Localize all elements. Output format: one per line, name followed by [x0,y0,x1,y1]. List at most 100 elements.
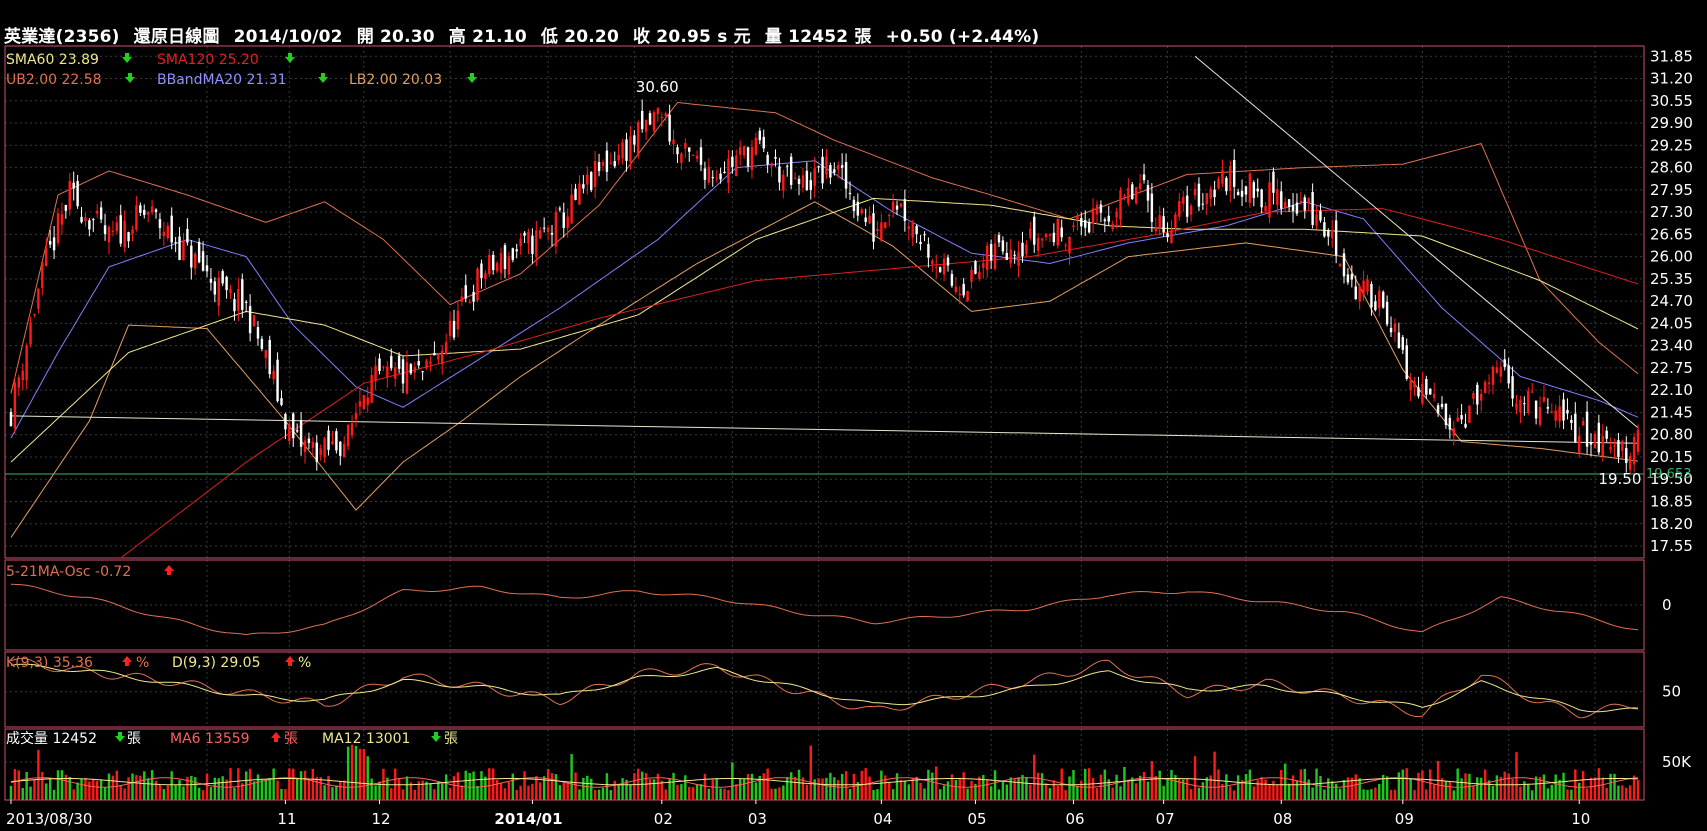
volume-bar-50 [205,773,209,800]
volume-bar-34 [143,771,146,800]
candle-body-77 [311,441,315,448]
candle-body-115 [460,296,464,302]
candle-body-327 [1291,205,1295,211]
upper-band-line [10,101,1639,394]
candle-body-349 [1378,290,1381,309]
volume-bar-325 [1283,763,1287,800]
candle-body-251 [993,243,997,269]
candle-body-266 [1052,232,1056,243]
volume-bar-341 [1346,777,1350,800]
volume-bar-316 [1248,769,1252,800]
volume-bar-337 [1331,781,1334,800]
volume-bar-415 [1636,780,1640,800]
candle-body-114 [456,310,460,330]
volume-bar-118 [472,771,475,800]
volume-bar-312 [1232,790,1236,800]
legend-k: K(9,3) 35.36 [6,655,93,671]
candle-body-322 [1272,171,1275,193]
volume-bar-200 [793,776,797,800]
candle-body-1 [13,382,17,429]
volume-bar-363 [1432,784,1436,800]
candle-body-412 [1625,448,1628,464]
volume-bar-185 [735,784,738,800]
candle-body-225 [891,201,895,211]
volume-bar-87 [350,744,354,800]
candle-body-249 [985,245,989,270]
candle-body-163 [648,113,652,125]
volume-bar-332 [1311,787,1314,800]
candle-body-141 [562,212,565,228]
price-tick-17: 20.80 [1650,426,1693,444]
candle-body-247 [978,271,981,279]
candle-body-92 [370,375,373,403]
volume-bar-306 [1209,775,1212,800]
x-label-0: 2013/08/30 [6,810,92,828]
candle-body-399 [1574,413,1577,442]
candle-body-230 [911,221,914,238]
candle-body-131 [523,232,526,236]
candle-body-4 [25,345,28,381]
candle-body-343 [1354,286,1357,300]
volume-bar-113 [452,776,456,800]
volume-bar-213 [844,771,848,800]
candle-body-289 [1142,174,1146,181]
candle-body-389 [1534,400,1538,419]
candle-body-205 [813,168,816,186]
volume-bar-183 [727,789,730,800]
candle-body-142 [566,216,569,228]
legend-arrows: % % 張 張 張 [115,53,477,747]
volume-bar-228 [903,781,907,800]
candle-body-346 [1366,279,1369,292]
candlesticks [9,99,1640,474]
candle-body-152 [605,150,609,172]
candle-body-202 [801,175,805,188]
volume-bar-205 [813,779,816,800]
volume-bar-411 [1621,785,1624,800]
volume-bar-309 [1221,783,1224,800]
candle-body-201 [797,178,801,185]
volume-bar-96 [386,777,389,800]
volume-bar-253 [1001,780,1005,800]
volume-bar-129 [515,789,518,800]
volume-bar-107 [429,783,432,800]
candle-body-24 [103,225,107,235]
candle-body-259 [1025,244,1028,254]
price-overlay-lines [5,55,1644,559]
volume-bar-290 [1146,781,1150,800]
candle-body-392 [1546,406,1550,409]
price-change: +0.50 (+2.44%) [885,27,1040,47]
candle-body-291 [1150,193,1154,222]
volume-bar-246 [974,783,977,800]
volume-bar-299 [1182,779,1185,800]
candle-body-31 [131,229,134,234]
volume-bar-9 [45,783,48,800]
volume-bar-141 [562,782,565,800]
candle-body-365 [1440,403,1444,408]
candle-body-255 [1009,249,1012,264]
candle-body-354 [1397,332,1401,349]
candle-body-162 [644,119,648,132]
candle-body-226 [895,205,899,210]
volume-bar-345 [1362,789,1365,800]
candle-body-339 [1338,264,1342,267]
x-label-9: 07 [1156,810,1175,828]
volume-ma6-line [10,777,1639,788]
volume-bar-187 [742,778,746,800]
x-label-5: 03 [748,810,767,828]
candle-body-374 [1476,384,1479,405]
candle-body-288 [1138,183,1142,190]
candle-body-124 [495,263,499,272]
candle-body-307 [1213,189,1216,198]
volume-bar-194 [770,788,773,800]
candle-body-183 [727,158,730,184]
volume-bar-373 [1472,785,1475,800]
volume-bar-259 [1025,777,1028,800]
legend-sma120: SMA120 25.20 [157,52,259,68]
candle-body-12 [56,213,60,244]
candle-body-69 [280,398,283,405]
candle-body-284 [1123,196,1126,198]
candle-body-104 [417,360,420,366]
volume-bar-103 [413,789,417,800]
candle-body-164 [652,112,656,131]
candle-body-84 [339,441,342,456]
